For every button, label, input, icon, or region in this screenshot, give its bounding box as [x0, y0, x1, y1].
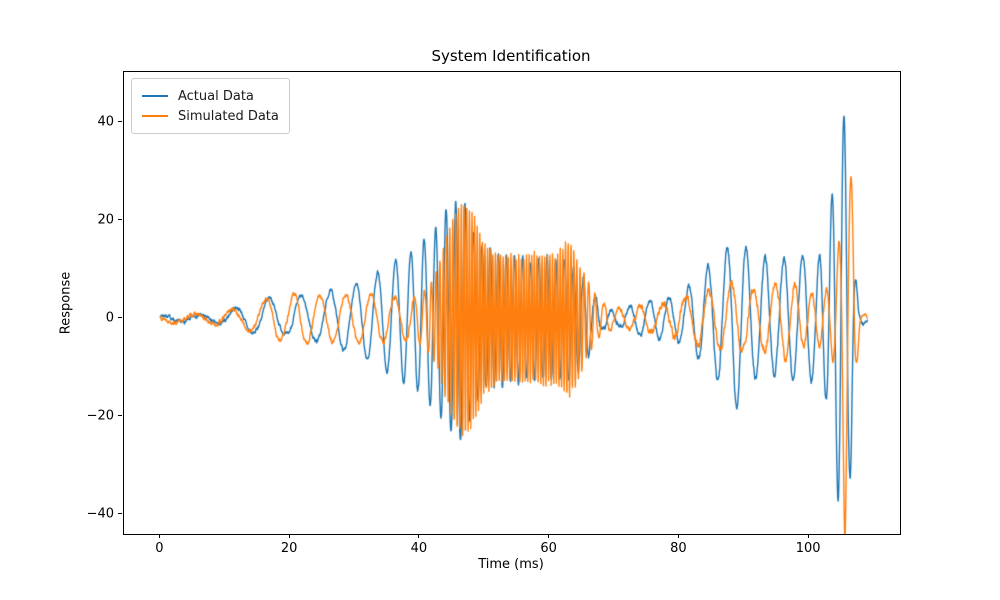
y-tick-mark [118, 317, 122, 319]
x-axis-label: Time (ms) [478, 557, 544, 572]
y-tick-mark [118, 415, 122, 417]
legend-line-simulated-icon [142, 115, 168, 117]
plot-area: Actual Data Simulated Data [123, 71, 901, 535]
x-tick-mark [807, 534, 809, 538]
y-tick-label: −40 [86, 506, 114, 522]
y-tick-label: −20 [86, 408, 114, 424]
x-tick-label: 0 [155, 541, 164, 556]
x-tick-mark [677, 534, 679, 538]
y-tick-mark [118, 513, 122, 515]
x-tick-label: 40 [410, 541, 428, 556]
x-tick-label: 20 [280, 541, 298, 556]
y-tick-label: 0 [105, 310, 114, 326]
x-tick-mark [548, 534, 550, 538]
y-tick-label: 20 [97, 212, 114, 228]
chart-title: System Identification [431, 47, 591, 65]
x-tick-label: 80 [670, 541, 687, 556]
y-tick-mark [118, 219, 122, 221]
y-axis-label: Response [58, 271, 74, 335]
waveform-canvas [124, 72, 900, 534]
legend: Actual Data Simulated Data [131, 78, 290, 134]
x-tick-mark [158, 534, 160, 538]
y-tick-mark [118, 121, 122, 123]
legend-item-simulated: Simulated Data [142, 106, 279, 126]
x-tick-label: 100 [795, 541, 821, 556]
y-tick-label: 40 [97, 114, 114, 130]
x-tick-label: 60 [540, 541, 557, 556]
x-tick-mark [288, 534, 290, 538]
legend-label-simulated: Simulated Data [178, 108, 279, 124]
legend-label-actual: Actual Data [178, 88, 254, 104]
legend-item-actual: Actual Data [142, 86, 279, 106]
x-tick-mark [418, 534, 420, 538]
legend-line-actual-icon [142, 95, 168, 97]
